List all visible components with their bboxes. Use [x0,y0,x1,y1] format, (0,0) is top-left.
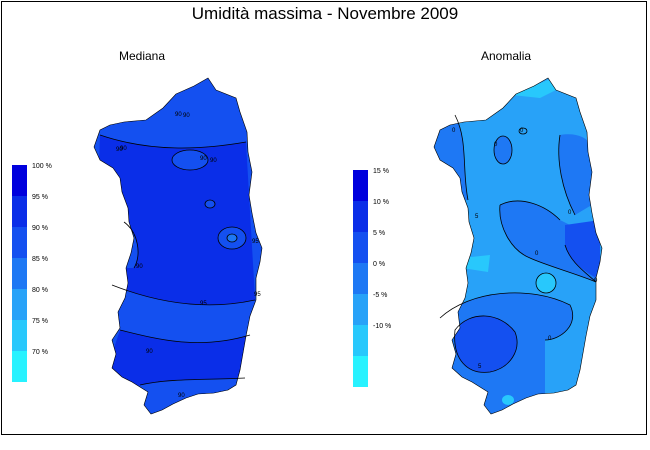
median-contour-8 [204,199,216,209]
median-subtitle: Mediana [119,49,166,63]
anomaly-legend: 15 % 10 % 5 % 0 % -5 % -10 % [353,168,391,387]
anomaly-contour-9 [493,135,513,165]
figure-title: Umidità massima - Novembre 2009 [191,4,459,23]
legend-swatch [12,351,27,382]
contour-label: 90 [200,156,207,162]
contour-label: 5 [478,364,482,370]
contour-label: 90 [146,349,153,355]
legend-swatch [12,289,27,320]
anomaly-contour-6 [439,292,573,341]
legend-swatch [12,320,27,351]
legend-label: 70 % [32,349,48,356]
contour-label: 95 [254,292,261,298]
median-contour-2 [111,284,256,306]
legend-swatch [353,356,368,387]
legend-swatch [353,294,368,325]
legend-swatch [12,196,27,227]
contour-label: 0 [594,278,598,284]
legend-label: 100 % [32,163,52,170]
median-patch-north [172,150,208,170]
legend-label: -5 % [373,292,387,299]
legend-label: 0 % [373,261,385,268]
median-contour-6 [217,226,247,250]
median-patch-east-inner [227,234,237,242]
contour-label: 90 [120,146,127,152]
median-contour-5 [171,149,209,171]
median-contour-9 [123,221,139,269]
figure-frame [1,1,647,435]
legend-swatch [353,170,368,201]
median-contour-7 [226,233,238,243]
contour-label: 90 [116,147,123,153]
median-legend: 100 % 95 % 90 % 85 % 80 % 75 % 70 % [12,163,52,382]
legend-label: 80 % [32,287,48,294]
legend-swatch [12,227,27,258]
median-contour-3 [119,329,251,343]
legend-swatch [353,232,368,263]
anomaly-patch-inland [494,136,512,164]
legend-label: 90 % [32,225,48,232]
legend-label: 75 % [32,318,48,325]
contour-label: 90 [136,264,143,270]
contour-label: 5 [475,214,479,220]
anomaly-contour-1 [454,114,469,201]
legend-label: 95 % [32,194,48,201]
contour-label: 0 [548,336,552,342]
anomaly-patch-north [512,80,560,98]
anomaly-southwest-core [454,315,518,373]
legend-label: 5 % [373,230,385,237]
anomaly-contour-5 [564,244,597,283]
anomaly-east-zone [565,220,600,280]
contour-label: 90 [183,113,190,119]
legend-swatch [12,165,27,196]
contour-label: 0 [568,210,572,216]
anomaly-map: 0 0 0 0 0 0 5 0 5 [433,77,603,415]
anomaly-contour-8 [535,272,557,294]
legend-label: -10 % [373,323,391,330]
anomaly-contour-3 [499,200,561,221]
contour-label: 0 [535,251,539,257]
anomaly-contour-7 [454,315,518,373]
anomaly-subtitle: Anomalia [481,49,532,63]
legend-label: 15 % [373,168,389,175]
anomaly-contour-2 [558,134,576,216]
contour-label: 0 [452,128,456,134]
median-south-inner [94,330,262,414]
anomaly-contour-4 [499,204,597,283]
contour-label: 90 [178,393,185,399]
median-patch-small [205,200,215,208]
anomaly-patch-center [536,273,556,293]
legend-swatch [353,325,368,356]
legend-label: 10 % [373,199,389,206]
contour-label: 90 [175,112,182,118]
contour-label: 95 [252,239,259,245]
median-contour-4 [139,377,246,386]
legend-label: 85 % [32,256,48,263]
median-contour-1 [99,134,247,149]
anomaly-patch-south [502,395,514,405]
contour-label: 90 [210,158,217,164]
anomaly-contour-10 [518,127,528,135]
legend-swatch [353,263,368,294]
legend-swatch [353,201,368,232]
legend-swatch [12,258,27,289]
contour-label: 0 [494,142,498,148]
contour-label: 0 [520,128,524,134]
contour-label: 95 [200,301,207,307]
